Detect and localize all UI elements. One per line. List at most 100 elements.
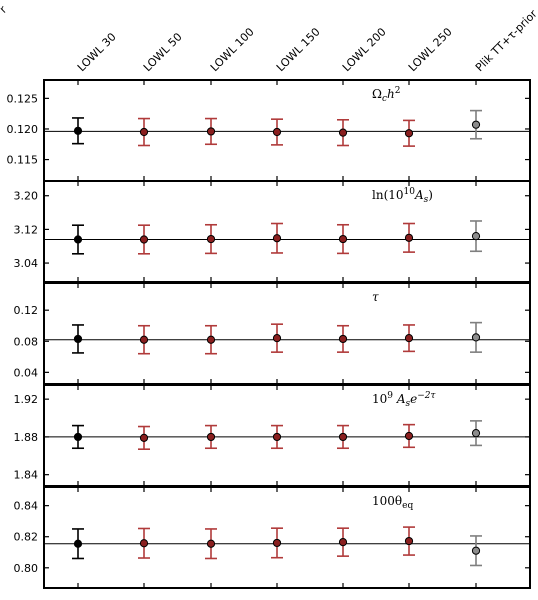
data-point bbox=[139, 335, 149, 344]
corner-text-fragment: r bbox=[0, 3, 10, 16]
y-tick-label: 0.115 bbox=[7, 154, 39, 167]
panel-label: 100θeq bbox=[372, 494, 413, 511]
data-point-group bbox=[138, 324, 150, 355]
category-label: LOWL 150 bbox=[274, 25, 323, 74]
data-point-group bbox=[72, 528, 84, 560]
data-point bbox=[73, 235, 83, 244]
panel: 3.04 3.12 3.20 ln(1010As) bbox=[14, 180, 531, 283]
y-tick-label: 0.04 bbox=[14, 366, 39, 379]
data-point bbox=[404, 536, 414, 546]
panel: 0.04 0.08 0.12 τ bbox=[14, 282, 531, 385]
data-point-group bbox=[470, 109, 482, 140]
data-point bbox=[471, 120, 481, 129]
data-point-group bbox=[205, 223, 217, 255]
panel-frame bbox=[43, 282, 531, 385]
data-point-group bbox=[271, 527, 283, 559]
data-point-group bbox=[337, 424, 349, 450]
data-point bbox=[272, 334, 282, 343]
data-point bbox=[206, 335, 216, 344]
data-point bbox=[73, 334, 83, 344]
panel-label-part: A bbox=[393, 392, 406, 406]
panel-label-part: s bbox=[424, 195, 429, 205]
data-point-group bbox=[403, 119, 415, 147]
panel-label-part: A bbox=[414, 188, 424, 202]
data-point-group bbox=[470, 220, 482, 253]
panel-label-part: 10 bbox=[404, 187, 416, 197]
panel-label-part: h bbox=[387, 87, 395, 101]
panel-frame bbox=[43, 384, 531, 487]
data-point bbox=[272, 432, 282, 442]
data-point bbox=[471, 546, 481, 555]
data-point-group bbox=[403, 423, 415, 449]
category-label: LOWL 200 bbox=[340, 25, 389, 74]
panel-label-part: Ω bbox=[372, 87, 382, 101]
y-tick-label: 0.120 bbox=[7, 123, 39, 136]
data-point-group bbox=[403, 222, 415, 253]
data-point-group bbox=[205, 117, 217, 146]
data-point bbox=[338, 432, 348, 442]
category-labels: LOWL 30 LOWL 50 LOWL 100 LOWL 150 LOWL 200 LO… bbox=[75, 7, 538, 74]
panel-label-part: ln(10 bbox=[372, 188, 404, 202]
data-point bbox=[404, 233, 414, 242]
category-label: LOWL 30 bbox=[75, 30, 119, 74]
y-tick-label: 1.84 bbox=[14, 469, 39, 482]
data-point bbox=[338, 334, 348, 344]
data-point-group bbox=[337, 324, 349, 353]
panel-frame bbox=[43, 79, 531, 182]
y-tick-label: 0.82 bbox=[14, 531, 39, 544]
data-point bbox=[206, 234, 216, 244]
data-point-group bbox=[138, 224, 150, 255]
data-point-group bbox=[271, 424, 283, 450]
data-point bbox=[338, 234, 348, 244]
y-tick-label: 1.92 bbox=[14, 393, 39, 406]
data-point-group bbox=[403, 526, 415, 556]
data-point-group bbox=[72, 324, 84, 354]
panel-label-part: c bbox=[382, 94, 387, 104]
data-point-group bbox=[403, 324, 415, 353]
data-point-group bbox=[72, 224, 84, 255]
panel-label: Ωch2 bbox=[372, 86, 400, 104]
panel-label-part: eq bbox=[402, 501, 413, 511]
data-point-group bbox=[470, 420, 482, 447]
data-point bbox=[206, 539, 216, 548]
data-point-group bbox=[470, 535, 482, 567]
data-point-group bbox=[72, 117, 84, 145]
panel-label: τ bbox=[372, 290, 379, 304]
data-point bbox=[404, 431, 414, 441]
category-label: LOWL 50 bbox=[141, 30, 185, 74]
panel-frame bbox=[43, 486, 531, 589]
data-point bbox=[73, 126, 83, 135]
panel-label-part: 9 bbox=[387, 391, 393, 401]
data-point bbox=[206, 432, 216, 442]
panel-label: ln(1010As) bbox=[372, 187, 433, 205]
y-tick-label: 3.04 bbox=[14, 257, 39, 270]
y-tick-label: 0.12 bbox=[14, 304, 39, 317]
category-label: Plik TT+τ-prior bbox=[473, 7, 538, 74]
panel: 0.115 0.120 0.125 Ωch2 bbox=[7, 79, 531, 182]
data-point bbox=[272, 127, 282, 137]
panel-label-part: τ bbox=[372, 290, 379, 304]
data-point-group bbox=[138, 527, 150, 559]
data-point bbox=[139, 539, 149, 548]
data-point bbox=[73, 539, 83, 548]
data-point-group bbox=[337, 118, 349, 147]
panel-label-part: ) bbox=[428, 188, 433, 202]
y-tick-label: 1.88 bbox=[14, 431, 39, 444]
data-point bbox=[471, 232, 481, 241]
data-point bbox=[139, 235, 149, 244]
data-point-group bbox=[271, 222, 283, 254]
panel: 0.80 0.82 0.84 100θeq bbox=[14, 486, 531, 589]
data-point bbox=[471, 333, 481, 342]
data-point-group bbox=[205, 528, 217, 560]
data-point-group bbox=[205, 324, 217, 355]
data-point bbox=[139, 433, 149, 442]
data-point bbox=[338, 128, 348, 137]
panel-label-part: s bbox=[406, 399, 411, 409]
y-tick-label: 0.80 bbox=[14, 562, 39, 575]
data-point-group bbox=[205, 424, 217, 450]
panel-label: 109 Ase−2τ bbox=[372, 391, 437, 409]
panel-label-part: 2 bbox=[395, 86, 401, 96]
panel-label-part: e bbox=[410, 392, 417, 406]
